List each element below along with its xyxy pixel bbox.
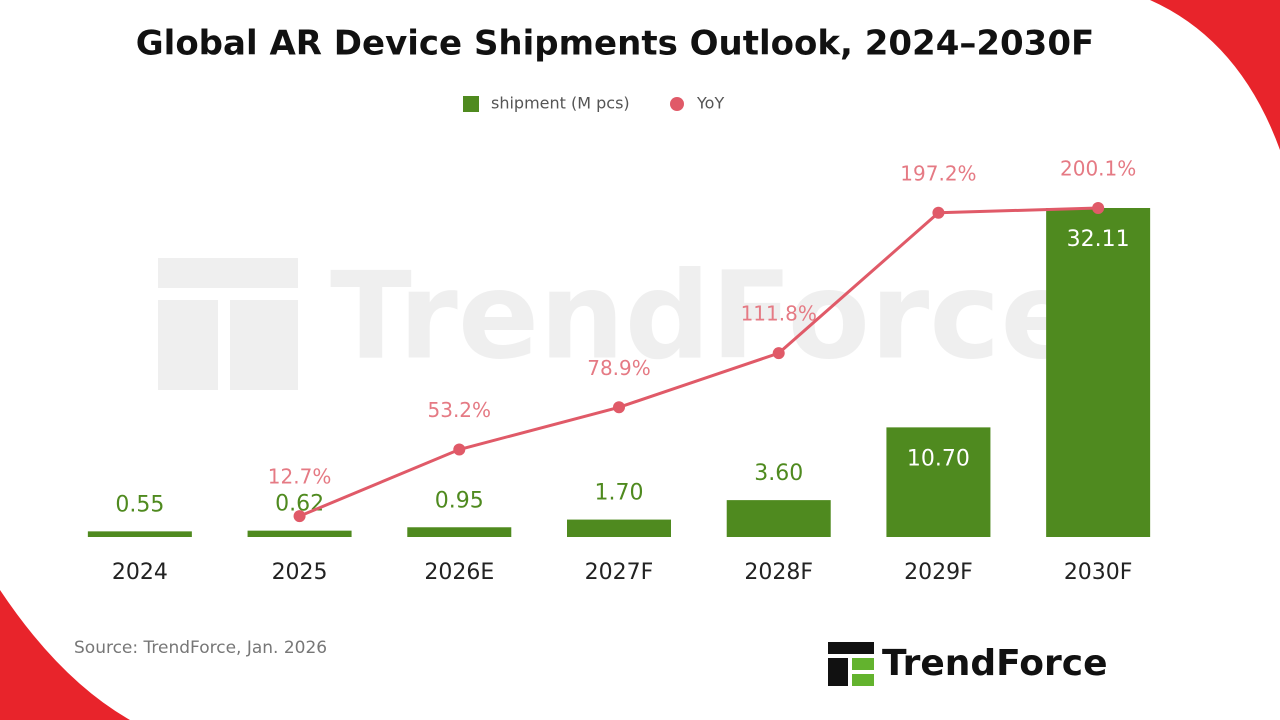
bar [87, 531, 192, 537]
bar [247, 530, 352, 537]
x-tick-label: 2026E [424, 560, 494, 585]
line-point [932, 206, 945, 219]
data-label: 111.8% [741, 302, 817, 326]
watermark: TrendForce [158, 248, 1082, 390]
data-label: 0.95 [435, 488, 484, 513]
corner-decoration [0, 590, 130, 720]
legend-label: shipment (M pcs) [491, 94, 630, 113]
data-label: 200.1% [1060, 157, 1136, 181]
line [298, 206, 1099, 518]
source: Source: TrendForce, Jan. 2026 [74, 638, 327, 658]
data-label: 1.70 [595, 481, 644, 506]
bar [567, 519, 671, 537]
line-point [613, 401, 625, 414]
data-label: 53.2% [428, 398, 492, 422]
logo-mark [852, 658, 874, 670]
logo-mark [828, 658, 848, 686]
line-point [453, 443, 466, 456]
line-point [1092, 202, 1105, 214]
watermark-text: TrendForce [330, 248, 1082, 387]
x-tick-label: 2024 [112, 560, 168, 585]
bar [726, 500, 831, 537]
legend-swatch [670, 97, 684, 111]
bar [407, 527, 512, 537]
data-label: 0.55 [115, 492, 164, 517]
logo-text: TrendForce [882, 643, 1108, 684]
legend-label: YoY [696, 94, 724, 113]
data-label: 78.9% [587, 356, 651, 380]
logo-mark [828, 642, 874, 654]
line-point [293, 510, 306, 523]
bar [886, 427, 991, 537]
x-tick-label: 2029F [904, 560, 973, 585]
x-tick-label: 2027F [585, 560, 654, 585]
chart-title: Global AR Device Shipments Outlook, 2024… [136, 24, 1094, 64]
watermark-logo [158, 300, 218, 390]
data-label: 10.70 [907, 446, 970, 471]
data-label: 197.2% [900, 161, 976, 185]
watermark-logo [158, 258, 298, 288]
bar [1046, 208, 1151, 537]
logo: TrendForce [828, 642, 1108, 686]
legend-swatch [463, 96, 479, 112]
legend: shipment (M pcs) YoY [463, 94, 724, 113]
data-label: 12.7% [268, 465, 332, 489]
logo-mark [852, 674, 874, 686]
x-tick-label: 2028F [744, 560, 813, 585]
data-label: 3.60 [754, 461, 803, 486]
line-point [772, 347, 785, 360]
x-tick-label: 2030F [1064, 560, 1133, 585]
watermark-logo [230, 300, 298, 390]
corner-decoration [1150, 0, 1280, 150]
x-tick-label: 2025 [272, 560, 328, 585]
data-label: 32.11 [1067, 227, 1130, 252]
